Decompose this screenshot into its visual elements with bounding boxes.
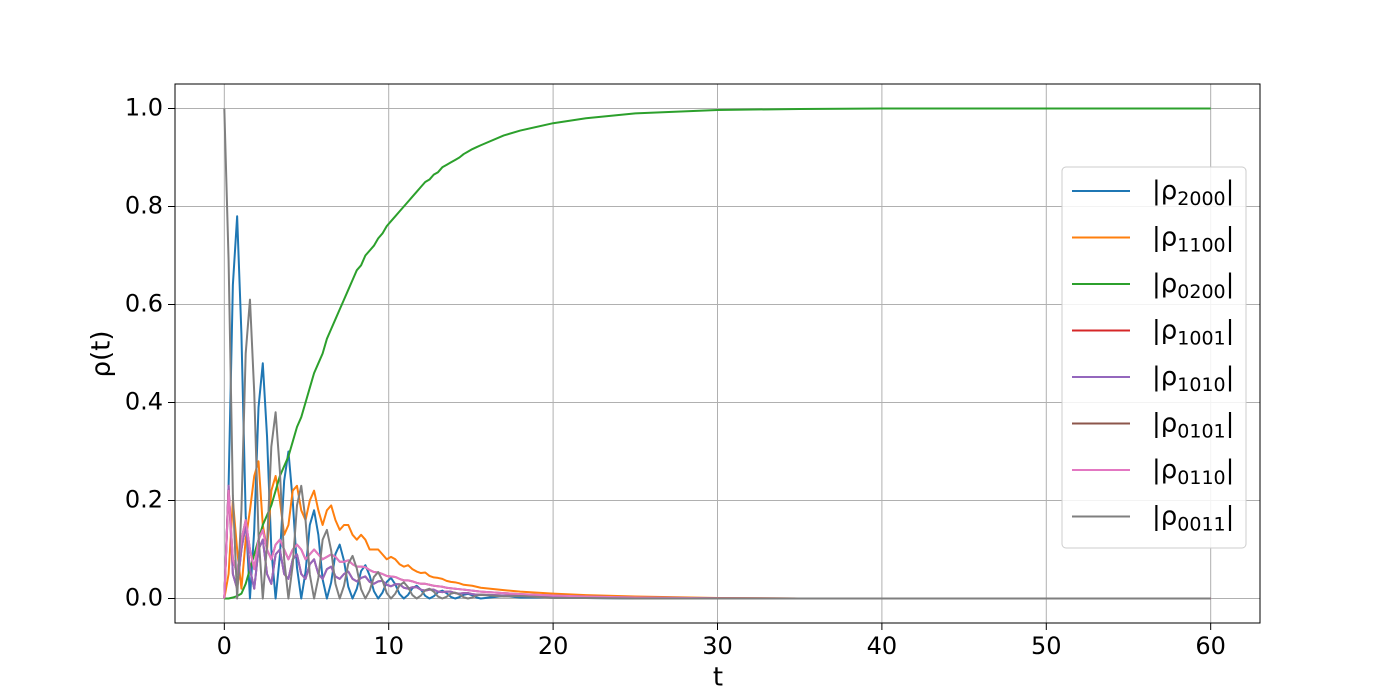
plot-frame xyxy=(174,83,1261,624)
x-axis-label: t xyxy=(713,663,723,693)
series-line xyxy=(224,107,1211,600)
x-tick-label: 30 xyxy=(702,632,733,660)
x-tick-label: 20 xyxy=(538,632,569,660)
legend-label: |ρ0101| xyxy=(1152,408,1234,442)
x-tick-label: 10 xyxy=(373,632,404,660)
x-tick-label: 60 xyxy=(1195,632,1226,660)
y-tick-label: 0.8 xyxy=(125,192,163,220)
x-tick-label: 0 xyxy=(217,632,232,660)
series-line xyxy=(223,460,1211,600)
legend-label: |ρ0011| xyxy=(1152,501,1234,535)
legend-label: |ρ1001| xyxy=(1152,315,1234,349)
x-tick-label: 40 xyxy=(867,632,898,660)
y-tick-label: 0.6 xyxy=(125,290,163,318)
legend-label: |ρ2000| xyxy=(1152,176,1234,210)
y-tick-label: 0.0 xyxy=(125,584,163,612)
series-line xyxy=(223,484,1211,600)
series-line xyxy=(223,489,1211,600)
legend-label: |ρ0200| xyxy=(1152,269,1234,303)
y-tick-label: 1.0 xyxy=(125,94,163,122)
series-line xyxy=(223,108,1211,600)
legend-label: |ρ1010| xyxy=(1152,362,1234,396)
legend-label: |ρ0110| xyxy=(1152,455,1234,489)
legend-box xyxy=(1061,166,1247,549)
y-tick-label: 0.4 xyxy=(125,388,163,416)
y-axis-label: ρ(t) xyxy=(87,331,117,378)
legend-label: |ρ1100| xyxy=(1152,222,1234,256)
x-tick-label: 50 xyxy=(1031,632,1062,660)
y-tick-label: 0.2 xyxy=(125,486,163,514)
